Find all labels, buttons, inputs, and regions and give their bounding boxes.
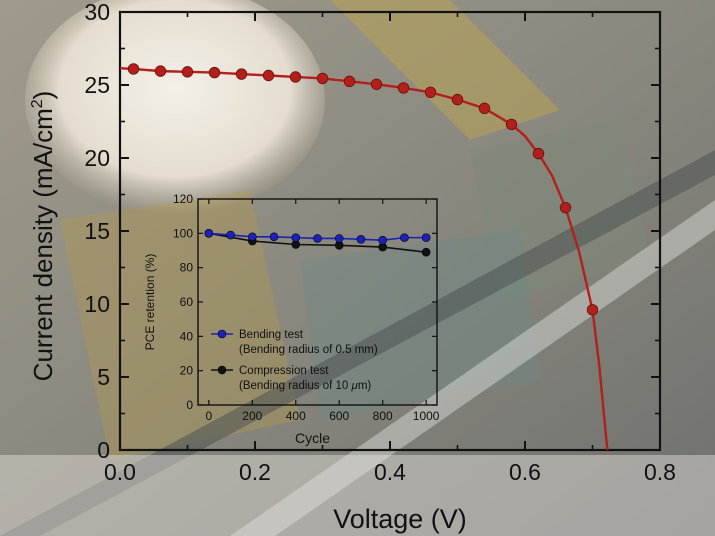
inset-x-tick-label: 600 — [329, 409, 349, 423]
jv-data-point — [262, 69, 275, 82]
jv-data-point — [181, 66, 194, 78]
jv-data-point — [289, 71, 302, 83]
inset-x-tick-label: 200 — [242, 409, 262, 423]
inset-series-line — [208, 232, 427, 254]
inset-data-point — [313, 234, 322, 243]
inset-data-point — [334, 234, 344, 243]
inset-data-point — [248, 232, 257, 242]
inset-data-point — [269, 232, 279, 242]
jv-data-point — [316, 72, 329, 85]
legend-sublabel: (Bending radius of 0.5 mm) — [239, 344, 378, 356]
jv-data-point — [154, 65, 167, 77]
jv-data-point — [532, 147, 545, 160]
jv-data-point — [451, 93, 464, 106]
jv-data-point — [478, 102, 491, 115]
inset-y-tick-label: 40 — [180, 329, 194, 343]
inset-y-tick-label: 20 — [180, 364, 194, 378]
x-tick-label: 0.6 — [509, 459, 541, 485]
jv-data-point — [127, 63, 140, 75]
x-tick-label: 0.4 — [374, 459, 406, 485]
x-tick-label: 0.8 — [644, 459, 676, 485]
inset-data-point — [421, 233, 431, 242]
inset-x-tick-label: 800 — [373, 409, 393, 423]
inset-y-tick-label: 80 — [180, 261, 194, 275]
y-tick-label: 30 — [84, 0, 110, 25]
inset-y-tick-label: 0 — [186, 398, 193, 412]
inset-data-point — [400, 233, 409, 242]
inset-y-axis-label: PCE retention (%) — [143, 254, 157, 351]
jv-data-point — [397, 82, 410, 94]
y-axis-label: Current density (mA/cm2) — [28, 91, 58, 382]
inset-data-point — [378, 235, 387, 245]
x-axis-label: Voltage (V) — [333, 504, 467, 534]
jv-data-point — [343, 75, 356, 88]
x-tick-label: 0.2 — [239, 459, 271, 485]
inset-y-tick-label: 100 — [173, 226, 193, 240]
legend-marker — [217, 329, 227, 339]
inset-y-tick-label: 120 — [173, 192, 193, 206]
jv-data-point — [424, 86, 437, 99]
legend-marker — [217, 365, 227, 375]
inset-x-tick-label: 0 — [206, 409, 213, 423]
inset-data-point — [204, 229, 214, 238]
y-tick-label: 15 — [84, 218, 110, 244]
legend-label: Compression test — [239, 365, 329, 377]
inset-data-point — [421, 247, 431, 257]
legend-label: Bending test — [239, 329, 304, 341]
inset-x-tick-label: 400 — [286, 409, 306, 423]
y-tick-label: 10 — [84, 291, 110, 317]
x-tick-label: 0.0 — [104, 459, 136, 485]
y-tick-label: 0 — [97, 437, 110, 463]
y-tick-label: 5 — [97, 364, 110, 390]
inset-x-axis-label: Cycle — [295, 430, 330, 446]
jv-data-point — [586, 304, 599, 316]
jv-data-point — [559, 201, 572, 214]
y-tick-label: 25 — [84, 72, 110, 98]
jv-data-point — [505, 118, 518, 131]
inset-y-tick-label: 60 — [180, 295, 194, 309]
legend-sublabel: (Bending radius of 10 μm) — [239, 380, 371, 392]
inset-x-tick-label: 1000 — [413, 409, 440, 423]
jv-data-point — [370, 78, 383, 90]
y-tick-label: 20 — [84, 145, 110, 171]
inset-data-point — [356, 235, 366, 244]
inset-data-point — [226, 230, 235, 240]
jv-data-point — [235, 68, 248, 80]
jv-data-point — [208, 66, 221, 79]
inset-data-point — [291, 233, 301, 242]
